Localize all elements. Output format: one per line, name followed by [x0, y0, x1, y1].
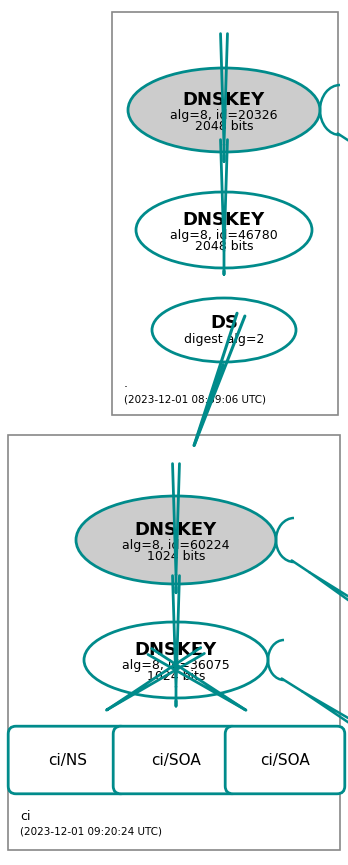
FancyBboxPatch shape: [8, 727, 128, 794]
Text: DNSKEY: DNSKEY: [183, 91, 265, 109]
Text: DNSKEY: DNSKEY: [135, 521, 217, 539]
Text: DNSKEY: DNSKEY: [135, 641, 217, 659]
Text: .: .: [124, 377, 128, 390]
Text: DNSKEY: DNSKEY: [183, 211, 265, 229]
Ellipse shape: [136, 192, 312, 268]
Text: digest alg=2: digest alg=2: [184, 332, 264, 345]
Ellipse shape: [128, 68, 320, 152]
Text: 2048 bits: 2048 bits: [195, 240, 253, 253]
Text: alg=8, id=36075: alg=8, id=36075: [122, 658, 230, 671]
FancyBboxPatch shape: [113, 727, 239, 794]
Text: alg=8, id=46780: alg=8, id=46780: [170, 228, 278, 241]
Text: (2023-12-01 09:20:24 UTC): (2023-12-01 09:20:24 UTC): [20, 827, 162, 837]
Text: ci: ci: [20, 810, 31, 823]
Bar: [112, 12, 338, 415]
Text: 1024 bits: 1024 bits: [147, 550, 205, 563]
Text: DS: DS: [210, 314, 238, 332]
Text: 2048 bits: 2048 bits: [195, 120, 253, 133]
Ellipse shape: [152, 298, 296, 362]
Text: 1024 bits: 1024 bits: [147, 670, 205, 683]
Text: alg=8, id=60224: alg=8, id=60224: [122, 539, 230, 552]
Text: ci/SOA: ci/SOA: [260, 753, 310, 767]
FancyBboxPatch shape: [225, 727, 345, 794]
Text: ci/NS: ci/NS: [48, 753, 87, 767]
Text: alg=8, id=20326: alg=8, id=20326: [170, 108, 278, 121]
Bar: [8, 435, 340, 850]
Ellipse shape: [84, 622, 268, 698]
Ellipse shape: [76, 496, 276, 584]
Text: ci/SOA: ci/SOA: [151, 753, 201, 767]
Text: (2023-12-01 08:59:06 UTC): (2023-12-01 08:59:06 UTC): [124, 395, 266, 405]
